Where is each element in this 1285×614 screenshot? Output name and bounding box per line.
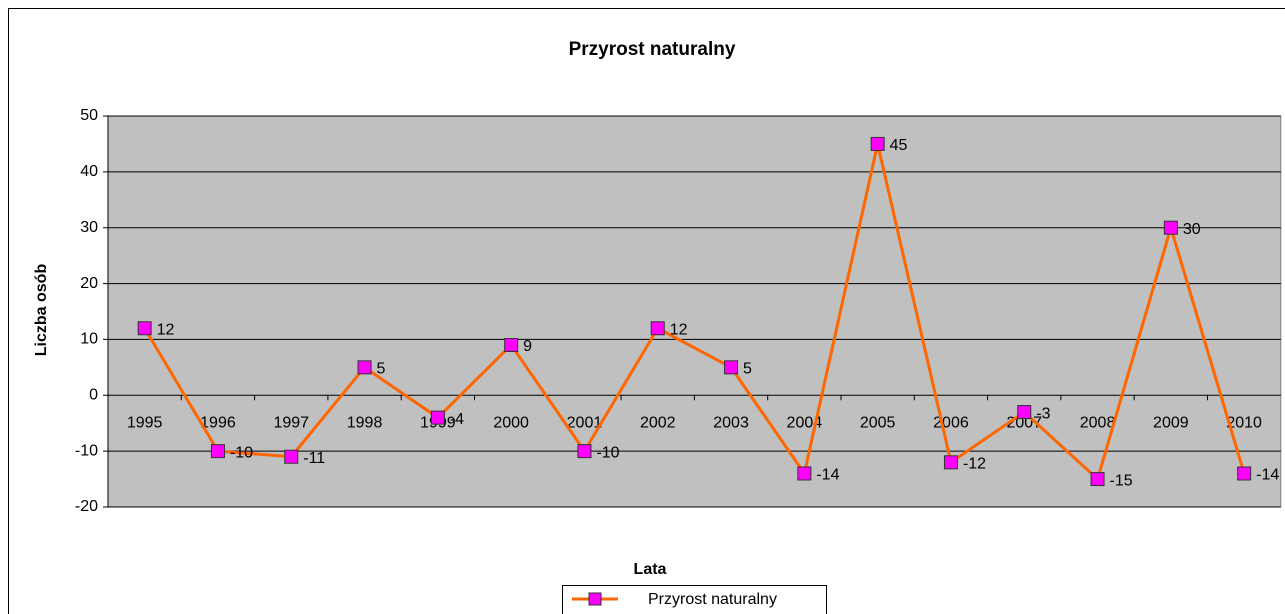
x-tick-label: 2000 (493, 415, 529, 432)
plot-area (107, 115, 1282, 508)
marker (357, 360, 372, 375)
data-label: 12 (670, 321, 688, 338)
legend-marker (588, 592, 602, 606)
x-tick-label: 1997 (273, 415, 309, 432)
data-label: 5 (377, 361, 386, 378)
y-tick-label: 10 (80, 331, 98, 348)
marker (284, 449, 299, 464)
marker (943, 455, 958, 470)
data-label: 45 (890, 137, 908, 154)
data-label: -11 (303, 450, 325, 467)
legend-label: Przyrost naturalny (648, 591, 777, 608)
marker (210, 444, 225, 459)
y-tick-label: 20 (80, 275, 98, 292)
data-label: 9 (523, 338, 532, 355)
data-label: 12 (157, 321, 175, 338)
data-label: 30 (1183, 221, 1201, 238)
y-tick-label: -20 (75, 498, 98, 515)
marker (1237, 466, 1252, 481)
x-tick-label: 1998 (347, 415, 383, 432)
x-tick-label: 2006 (933, 415, 969, 432)
x-tick-label: 2008 (1080, 415, 1116, 432)
marker (1090, 472, 1105, 487)
marker (504, 338, 519, 353)
data-label: -14 (816, 467, 839, 484)
x-tick-label: 2010 (1226, 415, 1262, 432)
x-tick-label: 2003 (713, 415, 749, 432)
y-tick-label: 50 (80, 107, 98, 124)
x-tick-label: 2002 (640, 415, 676, 432)
marker (577, 444, 592, 459)
y-tick-label: 30 (80, 219, 98, 236)
data-label: -12 (963, 456, 986, 473)
data-label: -4 (450, 411, 464, 428)
x-tick-label: 2001 (567, 415, 603, 432)
y-axis-label: Liczba osób (33, 264, 50, 357)
data-label: -10 (230, 444, 253, 461)
marker (1017, 405, 1032, 420)
marker (724, 360, 739, 375)
marker (430, 410, 445, 425)
data-label: 5 (743, 361, 752, 378)
x-tick-label: 2009 (1153, 415, 1189, 432)
data-label: -3 (1036, 405, 1050, 422)
marker (797, 466, 812, 481)
marker (1163, 220, 1178, 235)
x-tick-label: 2005 (860, 415, 896, 432)
data-label: -14 (1256, 467, 1279, 484)
y-tick-label: -10 (75, 442, 98, 459)
data-label: -15 (1110, 472, 1133, 489)
chart-title: Przyrost naturalny (569, 39, 736, 60)
x-axis-label: Lata (634, 561, 667, 578)
y-tick-label: 40 (80, 163, 98, 180)
marker (137, 321, 152, 336)
marker (650, 321, 665, 336)
x-tick-label: 1995 (127, 415, 163, 432)
y-tick-label: 0 (89, 387, 98, 404)
x-tick-label: 1996 (200, 415, 236, 432)
data-label: -10 (596, 444, 619, 461)
marker (870, 136, 885, 151)
series-line (143, 143, 1246, 482)
